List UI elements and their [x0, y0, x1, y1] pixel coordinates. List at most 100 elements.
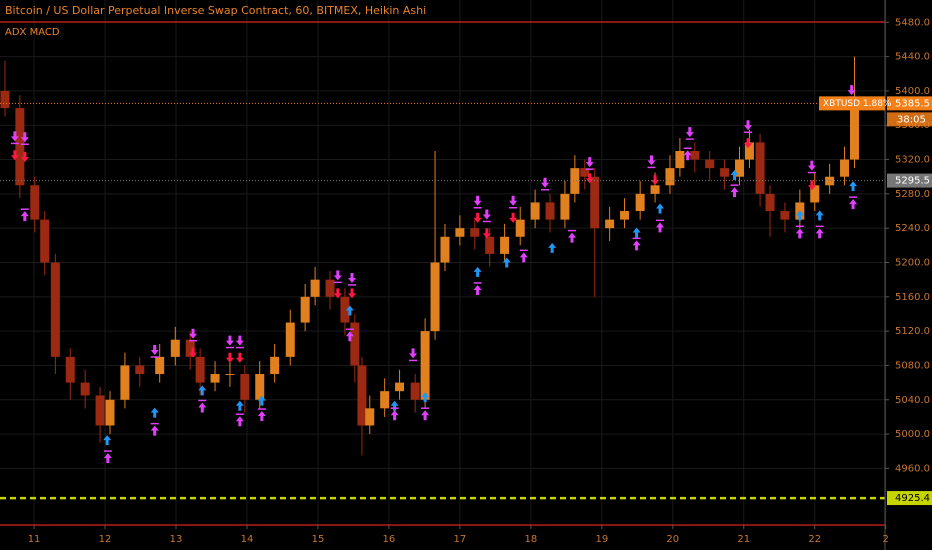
signal-marker: [198, 402, 207, 413]
signal-marker: [225, 335, 234, 346]
signal-marker: [257, 411, 266, 422]
signal-marker: [333, 288, 342, 299]
signal-marker: [189, 347, 198, 358]
signal-marker: [548, 242, 557, 253]
signal-marker: [257, 395, 266, 406]
signal-marker: [744, 120, 753, 131]
y-tick-label: 5440.0: [895, 52, 930, 63]
candle-body: [840, 159, 850, 177]
candle-body: [285, 322, 295, 357]
y-tick-label: 4960.0: [895, 463, 930, 474]
candle-body: [620, 211, 630, 220]
candle-body: [225, 374, 235, 376]
candle-body: [270, 356, 280, 375]
signal-marker: [390, 400, 399, 411]
candle-body: [65, 356, 75, 383]
symbol-tag: XBTUSD 1.88%: [823, 99, 892, 109]
signal-marker: [409, 348, 418, 359]
signal-marker: [651, 175, 660, 186]
candle-body: [155, 356, 165, 375]
candle-body: [410, 382, 420, 400]
signal-marker: [568, 232, 577, 243]
axes: 4960.0 5000.0 5040.0 5080.0 5120.0 5160.0 5200…: [28, 17, 932, 545]
x-tick-label: 15: [312, 534, 325, 545]
signal-marker: [730, 187, 739, 198]
symbol-tag-box: [819, 96, 885, 111]
candle-body: [590, 176, 600, 229]
indicator-name: ADX MACD: [5, 27, 60, 38]
signal-marker: [10, 131, 19, 142]
signal-marker: [150, 425, 159, 436]
candle-body: [365, 408, 375, 426]
y-tick-label: 5480.0: [895, 17, 930, 28]
y-tick-label: 5280.0: [895, 189, 930, 200]
x-tick-label: 19: [595, 534, 608, 545]
candle-body: [635, 193, 645, 212]
candle-body: [455, 228, 465, 237]
signal-marker: [473, 212, 482, 223]
signal-marker: [390, 410, 399, 421]
signal-marker: [541, 177, 550, 188]
candle-body: [780, 211, 790, 220]
x-tick-label: 12: [99, 534, 112, 545]
y-tick-label: 5200.0: [895, 258, 930, 269]
candle-body: [135, 365, 145, 375]
signal-marker: [685, 127, 694, 138]
candle-body: [195, 356, 205, 383]
candle-body: [530, 202, 540, 220]
signal-marker: [473, 195, 482, 206]
candle-body: [170, 339, 180, 357]
candle-body: [95, 395, 105, 426]
candle-body: [0, 90, 10, 109]
signal-marker: [647, 155, 656, 166]
signal-marker: [519, 252, 528, 263]
candle-body: [255, 374, 265, 400]
signal-marker: [482, 209, 491, 220]
candle-body: [80, 382, 90, 396]
candle-body: [50, 262, 60, 357]
signal-marker: [795, 210, 804, 221]
candle-body: [720, 168, 730, 177]
signal-marker: [683, 150, 692, 161]
signal-marker: [348, 288, 357, 299]
signal-marker: [235, 335, 244, 346]
candle-body: [395, 382, 405, 392]
y-tick-label: 5240.0: [895, 223, 930, 234]
candle-body: [675, 150, 685, 169]
signal-marker: [103, 435, 112, 446]
candle-body: [40, 219, 50, 263]
candle-body: [744, 142, 754, 160]
candle-body: [545, 202, 555, 220]
candle-body: [849, 103, 859, 160]
price-label: 5385.5: [895, 98, 930, 109]
candle-body: [210, 374, 220, 383]
x-tick-label: 11: [28, 534, 41, 545]
candle-body: [500, 236, 510, 254]
x-tick-label: 13: [170, 534, 183, 545]
candle-body: [420, 331, 430, 400]
signal-marker: [150, 345, 159, 355]
signal-marker: [10, 150, 19, 161]
candle-body: [15, 108, 25, 186]
signal-marker: [585, 157, 594, 168]
candle-body: [755, 142, 765, 194]
candle-body: [515, 219, 525, 237]
signal-marker: [345, 331, 354, 342]
signal-marker: [421, 410, 430, 421]
signal-marker: [482, 228, 491, 239]
candle-body: [705, 159, 715, 169]
signal-marker: [656, 222, 665, 233]
signal-marker: [632, 227, 641, 238]
candle-body: [470, 228, 480, 237]
candle-body: [430, 262, 440, 332]
candle-body: [340, 296, 350, 323]
x-tick-label: 2: [883, 534, 889, 545]
signal-marker: [509, 212, 518, 223]
y-tick-label: 5320.0: [895, 155, 930, 166]
y-tick-label: 5160.0: [895, 292, 930, 303]
price-label-box: [887, 173, 932, 188]
candle-body: [690, 150, 700, 160]
signal-marker: [656, 203, 665, 214]
